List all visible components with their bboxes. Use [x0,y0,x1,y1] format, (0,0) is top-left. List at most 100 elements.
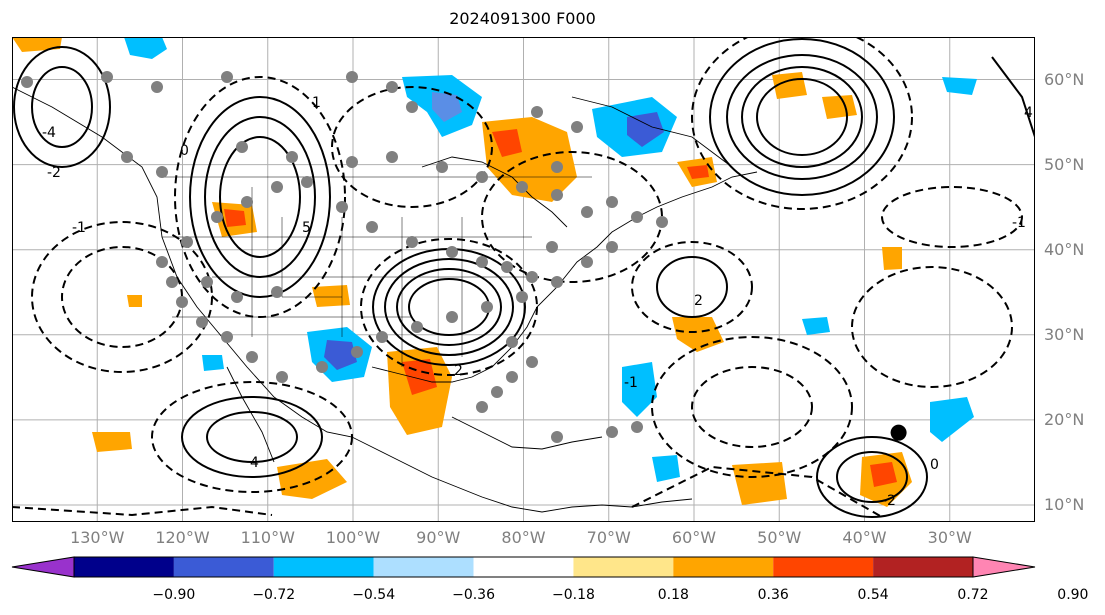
contour-value-label: 4 [250,455,259,471]
warm-anomaly-nova-scotia-core [687,165,709,179]
observation-point [246,351,258,363]
colorbar-tick-label: −0.54 [352,587,396,603]
observation-point [551,276,563,288]
latitude-label: 50°N [1044,154,1085,174]
longitude-label: 130°W [70,528,125,547]
observation-point [631,211,643,223]
colorbar-tick-label: −0.72 [252,587,296,603]
colorbar-tick-label: 0.72 [957,587,989,603]
longitude-label: 80°W [501,528,546,547]
observation-point [101,71,113,83]
observation-point [21,76,33,88]
observation-point [121,151,133,163]
map-title: 2024091300 F000 [449,9,596,28]
longitude-label: 30°W [927,528,972,547]
colorbar-segment [773,557,874,577]
longitude-label: 100°W [325,528,381,547]
observation-point [546,241,558,253]
observation-point [571,121,583,133]
observation-point [606,426,618,438]
observation-point [406,236,418,248]
contour-value-label: 4 [1024,105,1033,121]
colorbar-tick-label: 0.54 [857,587,889,603]
observation-point [491,386,503,398]
colorbar-segment [173,557,274,577]
contour-value-label: 2 [454,363,463,379]
warm-anomaly-small-1 [882,247,902,270]
observation-points [21,71,668,443]
colorbar-segment [873,557,973,577]
observation-point [231,291,243,303]
colorbar-tick-label: 0.18 [657,587,689,603]
observation-point [386,151,398,163]
observation-point [366,221,378,233]
observation-point [151,81,163,93]
cold-anomaly-texas-core [324,340,357,370]
colorbar-tick-label: 0.36 [757,587,789,603]
observation-point [351,346,363,358]
observation-point [581,256,593,268]
contour-value-label: -1 [72,220,86,236]
longitude-label: 70°W [586,528,631,547]
cold-anomaly-labrador-core [627,112,664,147]
longitude-label: 60°W [671,528,717,547]
observation-point [506,336,518,348]
warm-anomaly-atlantic-south-core [870,462,897,487]
longitude-label: 90°W [416,528,461,547]
colorbar-segment [473,557,574,577]
observation-point [581,206,593,218]
warm-anomaly-pacific [92,432,132,452]
observation-point [241,196,253,208]
longitude-label: 120°W [155,528,210,547]
observation-point [526,271,538,283]
contour-value-label: 2 [694,293,703,309]
observation-point [526,356,538,368]
cold-anomaly-small-2 [202,355,224,371]
contour-value-label: 0 [180,143,189,159]
colorbar-under-arrow [11,556,75,578]
contour-value-label: -1 [1012,215,1026,231]
observation-point [376,331,388,343]
colorbar-tick-label: 0.90 [1057,587,1089,603]
contour-value-label: -1 [624,375,638,391]
observation-point [481,301,493,313]
contour-value-label: 1 [312,95,321,111]
cold-anomaly-small-4 [652,455,680,482]
warm-anomaly-small-3 [312,285,350,307]
weather-map: -4 -2 -1 0 1 2 4 5 -1 2 0 -2 4 -1 [12,37,1035,522]
observation-point [551,431,563,443]
colorbar-over-arrow [972,556,1036,578]
observation-point [316,361,328,373]
warm-anomaly-rockies-core [224,209,246,227]
cold-anomaly-small-3 [942,77,977,95]
cold-anomaly-west-coast [124,37,167,59]
latitude-label: 30°N [1044,324,1085,344]
observation-point [386,81,398,93]
observation-point [271,181,283,193]
colorbar-tick-label: −0.36 [452,587,495,603]
contour-value-label: 5 [302,220,311,236]
observation-point [436,161,448,173]
map-frame [12,37,1035,522]
colorbar-tick-label: −0.90 [152,587,196,603]
observation-point [201,276,213,288]
colorbar-segment [273,557,374,577]
observation-point [446,246,458,258]
cold-anomaly-canada-core [432,92,462,122]
warm-anomaly-small-4 [127,295,142,307]
contour-value-label: -4 [42,125,56,141]
contour-value-label: 0 [930,457,939,473]
observation-point [516,291,528,303]
colorbar-segment [74,557,174,577]
observation-point [501,261,513,273]
observation-point [446,311,458,323]
contour-value-label: -2 [47,165,61,181]
longitude-label: 40°W [842,528,887,547]
colorbar-tick-label: −0.18 [551,587,595,603]
warm-anomaly-atlantic-mid [672,317,724,352]
observation-point [476,401,488,413]
colorbar-segment [673,557,774,577]
observation-point [221,71,233,83]
cold-anomaly-atlantic-east [930,397,974,442]
observation-point [346,71,358,83]
